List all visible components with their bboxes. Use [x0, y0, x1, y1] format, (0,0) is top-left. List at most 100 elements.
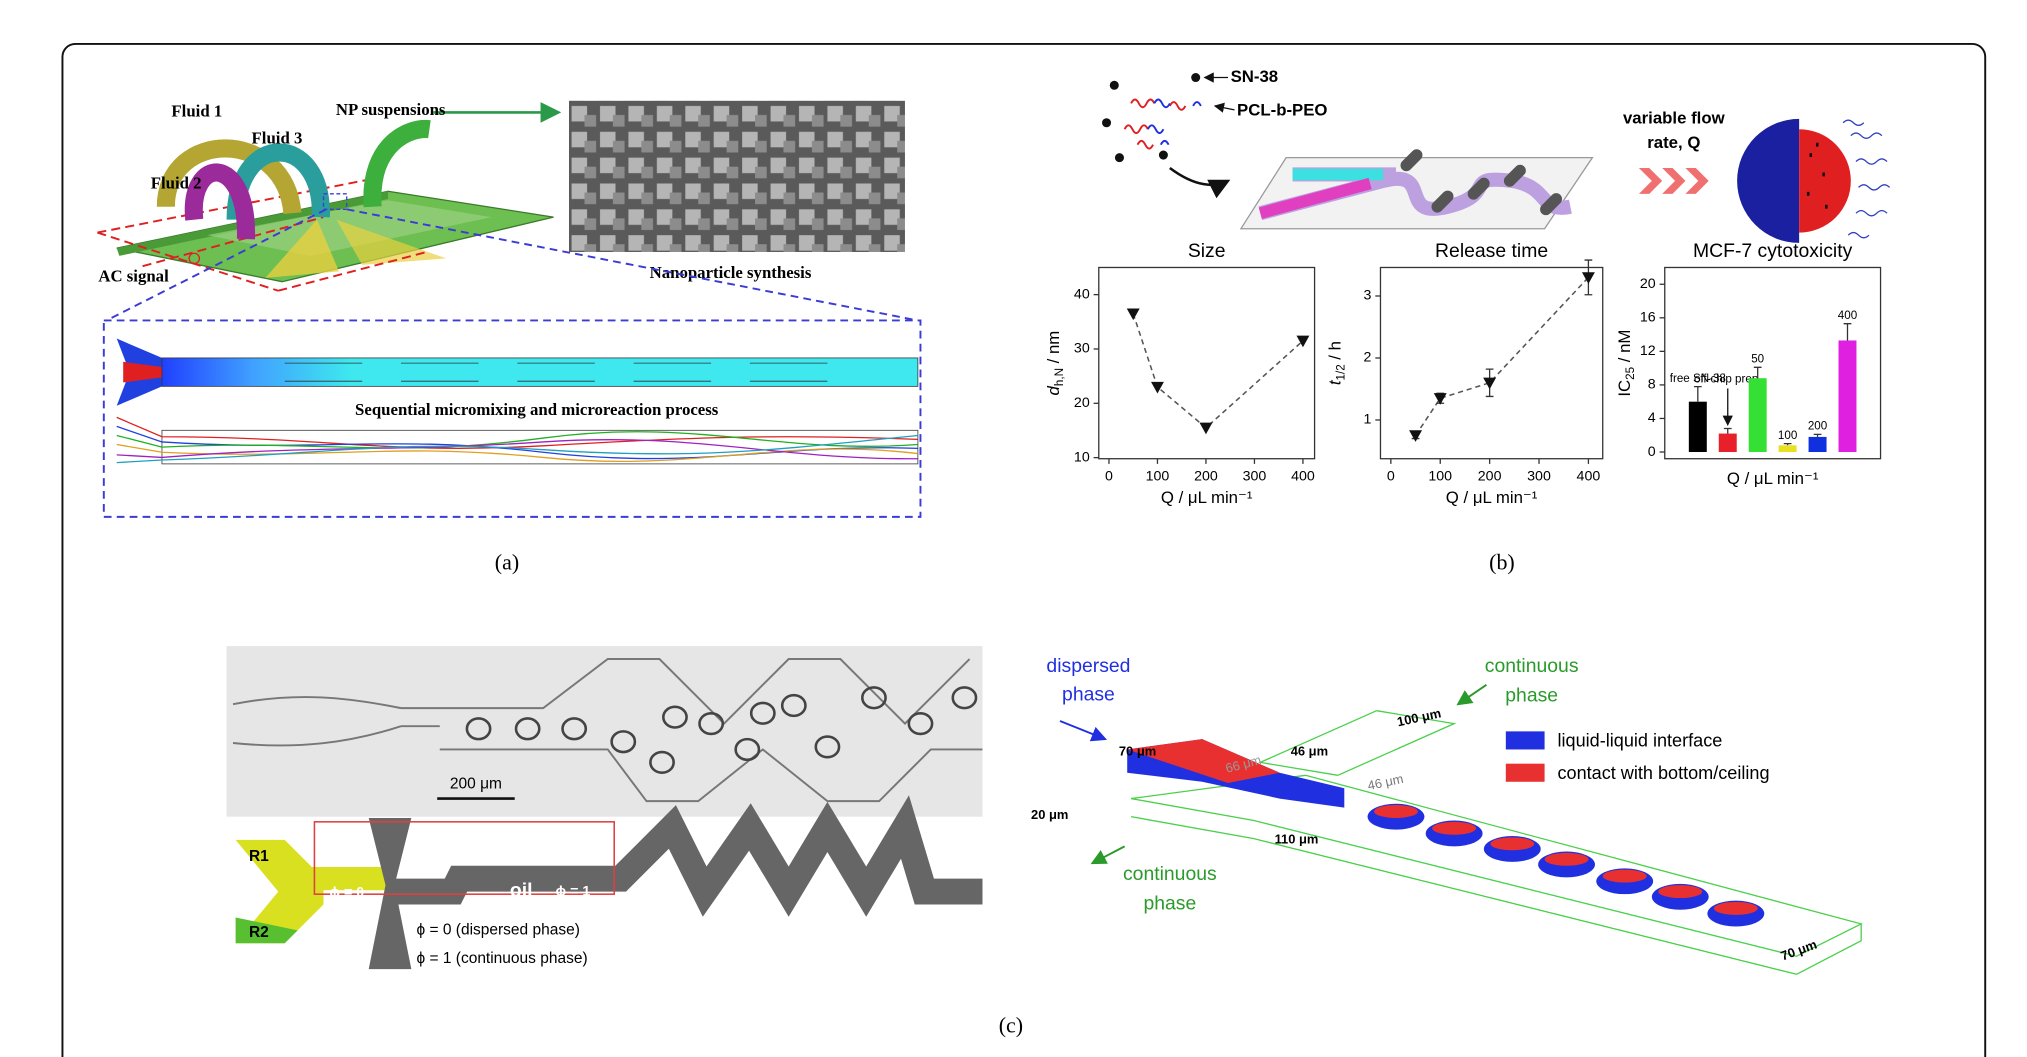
decoration — [116, 434, 918, 464]
y-tick-label: 1 — [1364, 412, 1372, 428]
chart: MCF-7 cytotoxicity 0 4 8 12 16 20 Q / μL min⁻¹ I… — [1615, 240, 1882, 488]
x-tick-label: 300 — [1243, 469, 1267, 485]
y-tick-label: 40 — [1074, 286, 1090, 302]
zoom-frame — [102, 319, 922, 518]
label: Fluid 3 — [252, 128, 303, 147]
caption: (c) — [999, 1012, 1023, 1037]
decoration — [814, 735, 841, 759]
scale-label: 200 μm — [450, 775, 502, 792]
arrow — [1213, 102, 1235, 113]
marker — [1433, 393, 1447, 405]
plugs — [1400, 149, 1563, 216]
data-line — [1132, 313, 1304, 429]
decoration — [1130, 816, 1862, 975]
decoration — [698, 711, 725, 736]
dimension: 70 μm — [1119, 743, 1156, 758]
highlight-box — [313, 821, 615, 895]
label: oil — [510, 880, 533, 902]
error-bar — [1843, 323, 1852, 341]
streamlines — [116, 416, 918, 464]
y-label-main: IC — [1615, 380, 1634, 397]
y-label-main: t — [1326, 379, 1345, 385]
y-tick-label: 20 — [1640, 276, 1656, 292]
nanoparticle-core — [1737, 118, 1800, 243]
x-tick-label: 200 — [1478, 469, 1502, 485]
decoration — [1658, 885, 1703, 899]
label: phase — [1062, 683, 1115, 705]
marker — [1483, 377, 1497, 390]
error-bar — [1753, 366, 1762, 379]
decoration — [116, 439, 918, 460]
legend-label: contact with bottom/ceiling — [1558, 763, 1770, 783]
decoration — [610, 730, 637, 754]
decoration — [1490, 837, 1535, 851]
x-axis-label: Q / μL min⁻¹ — [1446, 488, 1538, 507]
marker — [1150, 381, 1164, 394]
label: R1 — [249, 848, 269, 865]
y-label-main: d — [1044, 385, 1063, 395]
dimension: 46 μm — [1291, 743, 1328, 758]
decoration — [951, 686, 978, 710]
micrograph — [226, 646, 983, 817]
decoration — [116, 431, 918, 449]
channel-sheath — [1258, 177, 1372, 219]
polymer — [1147, 98, 1202, 146]
marker — [1581, 272, 1595, 284]
panel-c: 200 μm R1 R2 ϕ = 0 oil ϕ = 1 ϕ = 0 (disp… — [226, 646, 1863, 1037]
x-tick-label: 400 — [1577, 469, 1601, 485]
decoration — [116, 416, 918, 449]
nanoparticle-section — [1799, 129, 1851, 233]
channel — [388, 795, 983, 917]
y-tick-label: 16 — [1640, 310, 1656, 326]
y-tick-label: 10 — [1074, 449, 1090, 465]
arrow — [1090, 845, 1126, 865]
y-tick-label: 20 — [1074, 395, 1090, 411]
polymer — [1123, 98, 1187, 150]
bar — [1808, 436, 1827, 453]
bar — [1718, 433, 1737, 453]
decoration — [561, 717, 588, 741]
label: phase — [1505, 685, 1558, 707]
decoration — [1374, 805, 1418, 818]
panel-b: SN-38 PCL-b-PEO variable flow rate, Q (b… — [1102, 67, 1891, 575]
y-label-sub: h,N — [1053, 368, 1066, 386]
label: NP suspensions — [336, 100, 446, 119]
y-tick-label: 2 — [1364, 350, 1372, 366]
x-tick-label: 200 — [1194, 469, 1218, 485]
label: Nanoparticle synthesis — [650, 263, 812, 282]
label: SN-38 — [1231, 67, 1279, 86]
label: continuous — [1485, 655, 1579, 677]
label: continuous — [1123, 863, 1217, 885]
decoration — [649, 750, 675, 775]
sem-image — [568, 100, 905, 252]
bar-label: 50 — [1751, 353, 1764, 366]
y-label-sub: 25 — [1624, 367, 1637, 380]
bar — [1838, 340, 1857, 453]
inlet — [235, 917, 298, 944]
drug-dot — [1191, 73, 1201, 83]
decoration — [1544, 852, 1589, 866]
frame — [61, 42, 1987, 1057]
decoration — [907, 711, 934, 736]
label: ϕ = 1 — [556, 883, 591, 899]
bar — [1778, 445, 1797, 453]
y-tick-label: 4 — [1648, 410, 1656, 426]
label: PCL-b-PEO — [1237, 101, 1327, 120]
dimension: 110 μm — [1275, 831, 1319, 846]
arrow — [1059, 720, 1108, 742]
dimension: 100 μm — [1396, 705, 1443, 729]
decoration — [749, 701, 776, 725]
label: ϕ = 0 — [329, 885, 364, 901]
inlet — [123, 361, 162, 383]
corona — [1842, 119, 1891, 239]
bar-label: 100 — [1778, 429, 1797, 442]
decoration — [780, 693, 807, 718]
chart-title: Release time — [1435, 240, 1548, 262]
y-label-sub: 1/2 — [1335, 364, 1348, 380]
x-tick-label: 100 — [1146, 469, 1170, 485]
plot-frame — [1664, 266, 1882, 460]
